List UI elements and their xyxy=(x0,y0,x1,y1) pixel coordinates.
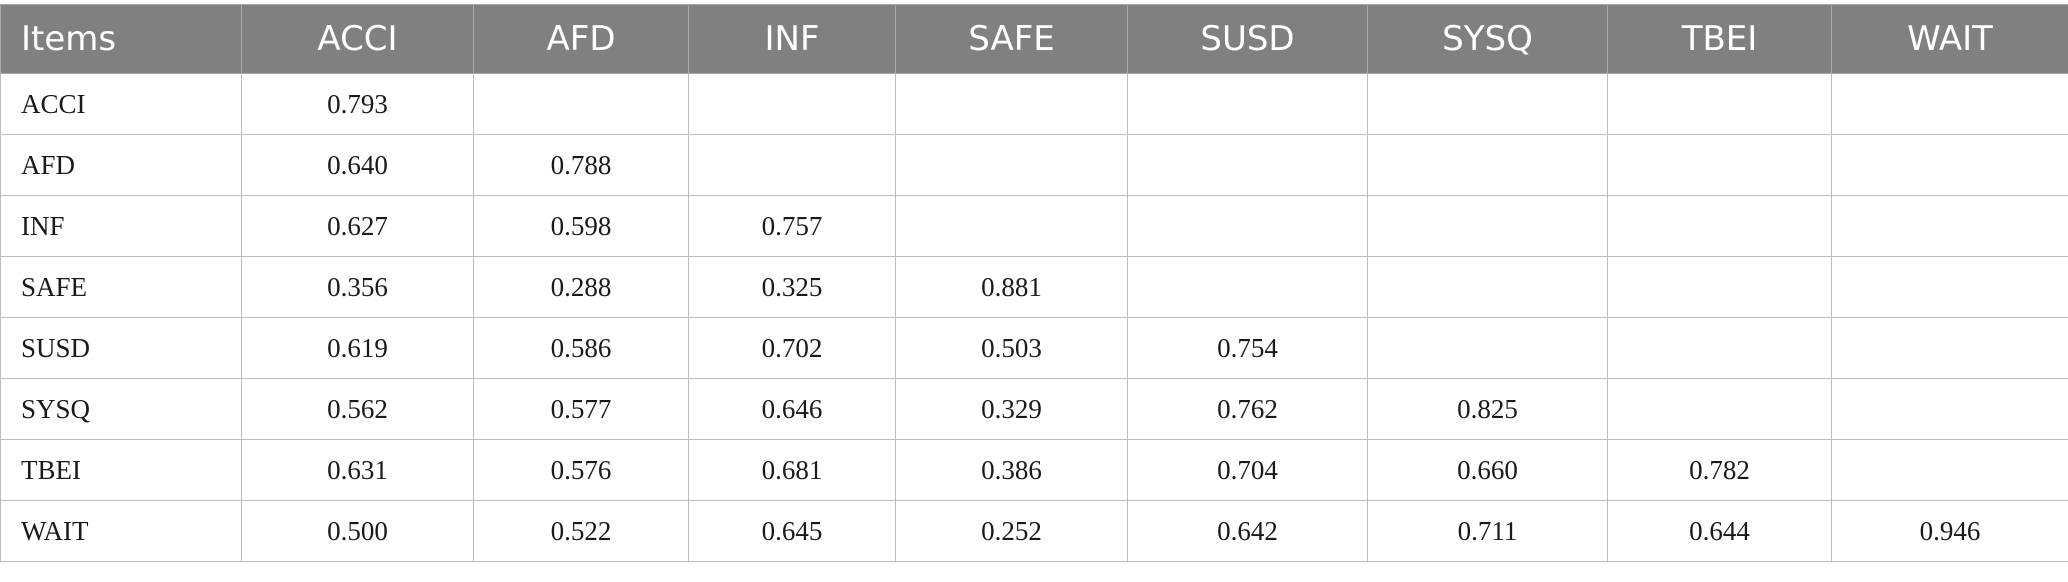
table-cell xyxy=(1831,195,2068,257)
table-cell xyxy=(688,73,896,135)
table-cell xyxy=(1367,73,1608,135)
table-cell xyxy=(1607,195,1832,257)
table-cell: 0.325 xyxy=(688,256,896,318)
table-cell: 0.644 xyxy=(1607,500,1832,562)
table-cell: 0.646 xyxy=(688,378,896,440)
table-cell: 0.619 xyxy=(241,317,474,379)
table-cell xyxy=(1831,378,2068,440)
correlation-table-container: Items ACCI AFD INF SAFE SUSD SYSQ TBEI WAIT ACCI… xyxy=(0,4,2068,562)
table-cell xyxy=(473,73,689,135)
header-cell-sysq: SYSQ xyxy=(1367,4,1608,74)
table-row: SAFE 0.356 0.288 0.325 0.881 xyxy=(0,256,2068,318)
table-cell: 0.788 xyxy=(473,134,689,196)
table-row: SYSQ 0.562 0.577 0.646 0.329 0.762 0.825 xyxy=(0,378,2068,440)
header-cell-afd: AFD xyxy=(473,4,689,74)
table-cell xyxy=(1831,439,2068,501)
row-label: ACCI xyxy=(0,73,242,135)
table-cell: 0.702 xyxy=(688,317,896,379)
table-cell xyxy=(1127,195,1368,257)
header-cell-inf: INF xyxy=(688,4,896,74)
header-cell-susd: SUSD xyxy=(1127,4,1368,74)
table-cell: 0.288 xyxy=(473,256,689,318)
table-cell: 0.645 xyxy=(688,500,896,562)
table-cell: 0.704 xyxy=(1127,439,1368,501)
row-label: SAFE xyxy=(0,256,242,318)
table-cell: 0.946 xyxy=(1831,500,2068,562)
table-cell xyxy=(1607,134,1832,196)
table-cell xyxy=(1127,73,1368,135)
row-label: SUSD xyxy=(0,317,242,379)
table-row: SUSD 0.619 0.586 0.702 0.503 0.754 xyxy=(0,317,2068,379)
table-cell: 0.782 xyxy=(1607,439,1832,501)
table-row: AFD 0.640 0.788 xyxy=(0,134,2068,196)
header-cell-wait: WAIT xyxy=(1831,4,2068,74)
table-row: ACCI 0.793 xyxy=(0,73,2068,135)
table-body: ACCI 0.793 AFD 0.640 0.788 INF 0.627 0.598 0.757… xyxy=(0,73,2068,562)
table-cell: 0.681 xyxy=(688,439,896,501)
table-cell: 0.577 xyxy=(473,378,689,440)
header-cell-tbei: TBEI xyxy=(1607,4,1832,74)
table-cell xyxy=(1831,317,2068,379)
table-header: Items ACCI AFD INF SAFE SUSD SYSQ TBEI WAIT xyxy=(0,4,2068,74)
table-cell xyxy=(1831,256,2068,318)
table-cell: 0.757 xyxy=(688,195,896,257)
table-cell: 0.598 xyxy=(473,195,689,257)
table-cell: 0.640 xyxy=(241,134,474,196)
row-label: TBEI xyxy=(0,439,242,501)
table-cell: 0.522 xyxy=(473,500,689,562)
table-cell: 0.762 xyxy=(1127,378,1368,440)
table-cell: 0.386 xyxy=(895,439,1128,501)
table-cell xyxy=(1367,256,1608,318)
header-cell-items: Items xyxy=(0,4,242,74)
table-cell: 0.642 xyxy=(1127,500,1368,562)
table-cell xyxy=(1607,256,1832,318)
table-cell xyxy=(688,134,896,196)
table-cell xyxy=(1831,73,2068,135)
table-cell xyxy=(1367,134,1608,196)
header-cell-acci: ACCI xyxy=(241,4,474,74)
table-cell: 0.881 xyxy=(895,256,1128,318)
row-label: SYSQ xyxy=(0,378,242,440)
correlation-table: Items ACCI AFD INF SAFE SUSD SYSQ TBEI WAIT ACCI… xyxy=(0,4,2068,562)
table-cell xyxy=(1127,134,1368,196)
table-cell xyxy=(895,195,1128,257)
table-cell: 0.586 xyxy=(473,317,689,379)
table-cell xyxy=(1367,195,1608,257)
table-row: INF 0.627 0.598 0.757 xyxy=(0,195,2068,257)
table-cell: 0.627 xyxy=(241,195,474,257)
header-cell-safe: SAFE xyxy=(895,4,1128,74)
table-cell: 0.660 xyxy=(1367,439,1608,501)
table-cell xyxy=(895,134,1128,196)
table-row: WAIT 0.500 0.522 0.645 0.252 0.642 0.711 0.644 0… xyxy=(0,500,2068,562)
row-label: AFD xyxy=(0,134,242,196)
table-cell: 0.562 xyxy=(241,378,474,440)
table-cell xyxy=(1607,73,1832,135)
table-cell: 0.711 xyxy=(1367,500,1608,562)
table-cell xyxy=(1831,134,2068,196)
table-row: TBEI 0.631 0.576 0.681 0.386 0.704 0.660 0.782 xyxy=(0,439,2068,501)
table-cell: 0.825 xyxy=(1367,378,1608,440)
row-label: INF xyxy=(0,195,242,257)
table-cell xyxy=(1367,317,1608,379)
table-cell: 0.329 xyxy=(895,378,1128,440)
table-cell xyxy=(1607,317,1832,379)
table-cell: 0.576 xyxy=(473,439,689,501)
table-cell: 0.503 xyxy=(895,317,1128,379)
table-cell: 0.356 xyxy=(241,256,474,318)
table-cell: 0.631 xyxy=(241,439,474,501)
header-row: Items ACCI AFD INF SAFE SUSD SYSQ TBEI WAIT xyxy=(0,4,2068,74)
table-cell xyxy=(1607,378,1832,440)
table-cell xyxy=(895,73,1128,135)
table-cell: 0.500 xyxy=(241,500,474,562)
row-label: WAIT xyxy=(0,500,242,562)
table-cell: 0.793 xyxy=(241,73,474,135)
table-cell: 0.754 xyxy=(1127,317,1368,379)
table-cell: 0.252 xyxy=(895,500,1128,562)
table-cell xyxy=(1127,256,1368,318)
